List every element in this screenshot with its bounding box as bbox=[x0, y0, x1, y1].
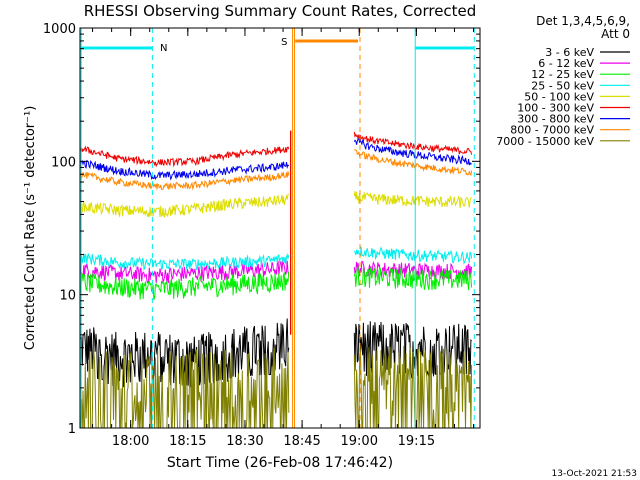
series-line-7000-15000-kev-before-gap bbox=[80, 347, 290, 429]
footer-date: 13-Oct-2021 21:53 bbox=[552, 469, 637, 479]
series-line-12-25-kev-after-gap bbox=[353, 265, 473, 291]
series-25-50-kev bbox=[79, 246, 473, 271]
x-tick-label: 19:15 bbox=[398, 434, 435, 449]
x-tick-label: 18:45 bbox=[283, 434, 320, 449]
plot-frame bbox=[79, 27, 481, 429]
series-line-7000-15000-kev-after-gap bbox=[353, 345, 473, 429]
overlay-layer: NS bbox=[80, 28, 475, 428]
legend-label-800-7000-kev: 800 - 7000 keV bbox=[510, 124, 594, 137]
series-line-3-6-kev-before-gap bbox=[79, 318, 290, 388]
series-line-50-100-kev-before-gap bbox=[79, 193, 290, 218]
series-line-300-800-kev-after-gap bbox=[353, 138, 472, 166]
y-axis-label: Corrected Count Rate (s⁻¹ detector⁻¹) bbox=[23, 106, 38, 351]
night-marker-label: N bbox=[160, 43, 167, 54]
legend-label-7000-15000-kev: 7000 - 15000 keV bbox=[496, 135, 594, 148]
series-line-50-100-kev-after-gap bbox=[353, 191, 472, 208]
legend-label-25-50-kev: 25 - 50 keV bbox=[531, 79, 594, 92]
legend-label-3-6-kev: 3 - 6 keV bbox=[545, 46, 594, 59]
series-7000-15000-kev bbox=[80, 345, 473, 429]
x-tick-label: 18:00 bbox=[112, 434, 149, 449]
axes-layer: 1 10 100 1000 18:00 18:15 18:30 18:45 19:00 19:15 bbox=[43, 22, 480, 449]
y-tick-label: 1000 bbox=[43, 22, 76, 37]
series-line-300-800-kev-before-gap bbox=[79, 159, 290, 181]
y-tick-label: 1 bbox=[68, 422, 76, 437]
series-line-100-300-kev-after-gap bbox=[353, 131, 473, 155]
series-line-25-50-kev-after-gap bbox=[353, 246, 473, 265]
legend-label-50-100-kev: 50 - 100 keV bbox=[524, 90, 594, 103]
series-line-12-25-kev-before-gap bbox=[79, 271, 290, 301]
series-50-100-kev bbox=[79, 191, 472, 218]
x-axis-label: Start Time (26-Feb-08 17:46:42) bbox=[167, 455, 393, 471]
legend-label-100-300-kev: 100 - 300 keV bbox=[517, 102, 594, 115]
chart-title: RHESSI Observing Summary Count Rates, Co… bbox=[84, 2, 477, 20]
y-tick-label: 100 bbox=[51, 155, 76, 170]
series-layer bbox=[79, 131, 473, 429]
x-tick-label: 19:00 bbox=[341, 434, 378, 449]
series-300-800-kev bbox=[79, 138, 472, 181]
saa-marker-label: S bbox=[281, 37, 287, 48]
legend-header-line-2: Att 0 bbox=[601, 27, 630, 41]
legend-label-12-25-kev: 12 - 25 keV bbox=[531, 68, 594, 81]
series-line-800-7000-kev-after-gap bbox=[353, 149, 473, 177]
series-line-100-300-kev-before-gap bbox=[79, 145, 290, 168]
x-tick-label: 18:15 bbox=[169, 434, 206, 449]
series-100-300-kev bbox=[79, 131, 473, 168]
series-line-6-12-kev-before-gap bbox=[79, 259, 290, 285]
series-line-800-7000-kev-before-gap bbox=[79, 171, 290, 191]
series-line-25-50-kev-before-gap bbox=[79, 253, 290, 271]
y-tick-label: 10 bbox=[59, 289, 76, 304]
series-3-6-kev bbox=[79, 318, 472, 388]
legend-label-6-12-kev: 6 - 12 keV bbox=[538, 57, 594, 70]
series-800-7000-kev bbox=[79, 149, 473, 191]
x-tick-label: 18:30 bbox=[226, 434, 263, 449]
legend-header-line-1: Det 1,3,4,5,6,9, bbox=[536, 14, 630, 28]
legend-label-300-800-kev: 300 - 800 keV bbox=[517, 113, 594, 126]
series-line-3-6-kev-after-gap bbox=[353, 321, 472, 379]
series-12-25-kev bbox=[79, 265, 473, 301]
